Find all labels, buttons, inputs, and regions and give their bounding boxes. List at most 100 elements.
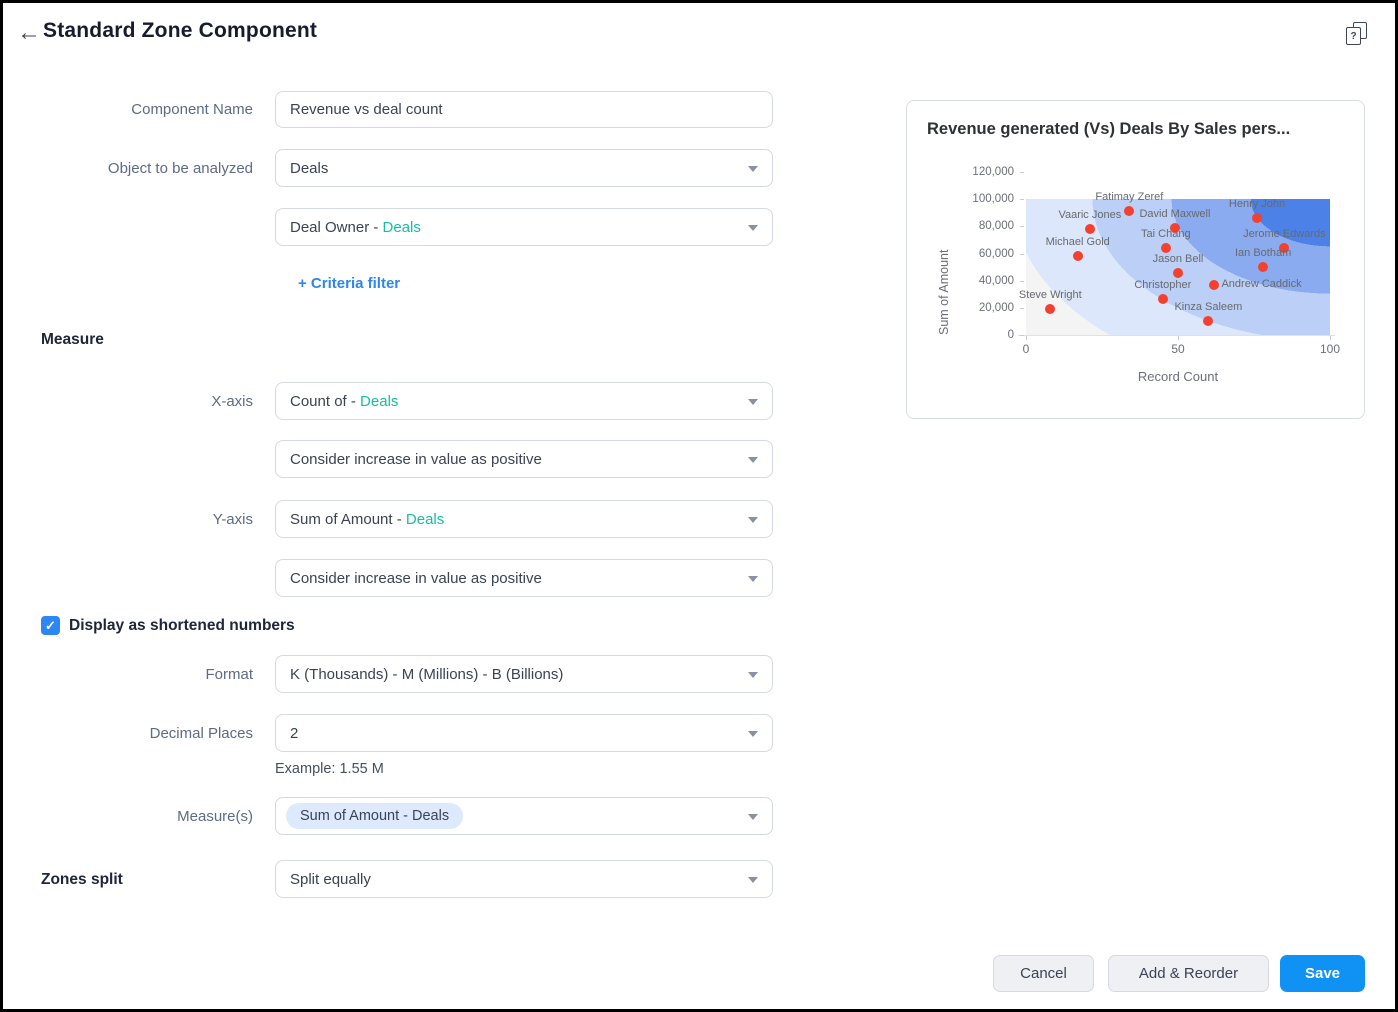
x-axis-direction-value: Consider increase in value as positive xyxy=(290,450,542,468)
scatter-point-label: Jerome Edwards xyxy=(1243,228,1326,241)
x-axis-direction-select[interactable]: Consider increase in value as positive xyxy=(275,440,773,478)
x-axis-measure-select[interactable]: Count of - Deals xyxy=(275,382,773,420)
chevron-down-icon xyxy=(748,814,758,820)
scatter-point[interactable] xyxy=(1169,223,1180,234)
format-select[interactable]: K (Thousands) - M (Millions) - B (Billio… xyxy=(275,655,773,693)
y-axis-direction-value: Consider increase in value as positive xyxy=(290,569,542,587)
help-icon-question-mark: ? xyxy=(1346,27,1361,45)
help-icon[interactable]: ? xyxy=(1346,22,1367,45)
scatter-point[interactable] xyxy=(1252,212,1263,223)
format-label: Format xyxy=(205,665,253,683)
scatter-point-label: Henry John xyxy=(1228,197,1286,210)
zones-split-label: Zones split xyxy=(41,871,123,888)
scatter-point-label: Christopher xyxy=(1134,279,1192,291)
x-axis-tick-mark xyxy=(1026,336,1027,340)
x-axis-tick-mark xyxy=(1178,336,1179,340)
object-select[interactable]: Deals xyxy=(275,149,773,187)
scatter-point-label: David Maxwell xyxy=(1139,208,1211,221)
y-axis-tick-label: 80,000 xyxy=(978,220,1014,233)
save-button[interactable]: Save xyxy=(1280,955,1365,992)
chart-x-axis-line xyxy=(1018,335,1335,336)
measure-section-heading: Measure xyxy=(41,331,104,348)
y-axis-tick-label: 20,000 xyxy=(978,301,1014,314)
scatter-point-label: Vaaric Jones xyxy=(1058,209,1122,222)
scatter-point-label: Fatimay Zeref xyxy=(1095,191,1164,204)
y-axis-measure-field: Sum of Amount - xyxy=(290,510,406,528)
y-axis-measure-select[interactable]: Sum of Amount - Deals xyxy=(275,500,773,538)
add-criteria-filter-link[interactable]: + Criteria filter xyxy=(298,275,401,292)
y-axis-label: Y-axis xyxy=(212,510,253,528)
chart-title: Revenue generated (Vs) Deals By Sales pe… xyxy=(927,120,1291,138)
measure-pill[interactable]: Sum of Amount - Deals xyxy=(286,803,464,829)
x-axis-tick-label: 50 xyxy=(1171,342,1185,356)
scatter-point[interactable] xyxy=(1124,206,1135,217)
decimal-places-select[interactable]: 2 xyxy=(275,714,773,752)
scatter-point[interactable] xyxy=(1072,251,1083,262)
y-axis-tick-mark xyxy=(1020,172,1024,173)
page-title: Standard Zone Component xyxy=(43,19,318,42)
chevron-down-icon xyxy=(748,457,758,463)
component-name-label: Component Name xyxy=(131,101,253,118)
y-axis-tick-mark xyxy=(1020,280,1024,282)
scatter-point[interactable] xyxy=(1160,243,1171,254)
scatter-point-label: Jason Bell xyxy=(1152,253,1204,266)
scatter-point-label: Steve Wright xyxy=(1018,289,1082,302)
decimal-places-label: Decimal Places xyxy=(149,724,253,742)
chevron-down-icon xyxy=(748,225,758,231)
scatter-point[interactable] xyxy=(1258,262,1269,273)
zones-split-select[interactable]: Split equally xyxy=(275,860,773,898)
dimension-select[interactable]: Deal Owner - Deals xyxy=(275,208,773,246)
y-axis-measure-module: Deals xyxy=(405,510,445,528)
y-axis-tick-mark xyxy=(1020,307,1024,309)
scatter-point[interactable] xyxy=(1209,280,1220,291)
object-select-value: Deals xyxy=(290,159,329,177)
scatter-point[interactable] xyxy=(1279,243,1290,254)
component-name-input[interactable] xyxy=(275,91,773,128)
format-example-text: Example: 1.55 M xyxy=(275,761,384,777)
y-axis-tick-mark xyxy=(1020,226,1024,228)
chevron-down-icon xyxy=(748,672,758,678)
scatter-point-label: Andrew Caddick xyxy=(1221,278,1302,291)
y-axis-tick-label: 60,000 xyxy=(978,247,1014,260)
x-axis-tick-label: 100 xyxy=(1319,342,1341,356)
chevron-down-icon xyxy=(748,517,758,523)
shortened-numbers-checkbox-row[interactable]: ✓ Display as shortened numbers xyxy=(41,616,295,635)
chevron-down-icon xyxy=(748,399,758,405)
chevron-down-icon xyxy=(748,877,758,883)
scatter-point[interactable] xyxy=(1045,304,1056,315)
y-axis-direction-select[interactable]: Consider increase in value as positive xyxy=(275,559,773,597)
x-axis-label: X-axis xyxy=(211,392,253,410)
cancel-button[interactable]: Cancel xyxy=(993,955,1094,992)
object-label: Object to be analyzed xyxy=(107,159,253,177)
y-axis-tick-label: 40,000 xyxy=(978,274,1014,287)
y-axis-tick-mark xyxy=(1020,335,1024,336)
zone-background xyxy=(1026,199,1330,335)
chart-x-axis-title: Record Count xyxy=(1137,369,1219,384)
scatter-point[interactable] xyxy=(1173,268,1183,279)
add-reorder-button[interactable]: Add & Reorder xyxy=(1108,955,1269,992)
decimal-places-value: 2 xyxy=(290,724,299,742)
dimension-select-field: Deal Owner - xyxy=(290,218,383,236)
scatter-point[interactable] xyxy=(1203,315,1214,326)
y-axis-tick-label: 100,000 xyxy=(972,193,1014,206)
checkbox-checked-icon[interactable]: ✓ xyxy=(41,616,60,635)
scatter-point[interactable] xyxy=(1157,294,1168,304)
measures-select[interactable]: Sum of Amount - Deals xyxy=(275,797,773,835)
x-axis-tick-mark xyxy=(1330,336,1331,340)
scatter-point-label: Tai Chang xyxy=(1141,228,1191,241)
chevron-down-icon xyxy=(748,576,758,582)
y-axis-tick-label: 120,000 xyxy=(972,166,1014,178)
x-axis-measure-field: Count of - xyxy=(290,392,361,410)
chevron-down-icon xyxy=(748,731,758,737)
scatter-point-label: Michael Gold xyxy=(1045,236,1110,249)
chart-preview-card: Revenue generated (Vs) Deals By Sales pe… xyxy=(906,100,1365,419)
measures-label: Measure(s) xyxy=(177,807,253,825)
shortened-numbers-label: Display as shortened numbers xyxy=(69,616,295,634)
scatter-point-label: Kinza Saleem xyxy=(1174,300,1243,313)
dimension-select-module: Deals xyxy=(382,218,421,236)
back-arrow-icon[interactable]: ← xyxy=(17,19,41,46)
scatter-point[interactable] xyxy=(1084,224,1095,235)
x-axis-tick-label: 0 xyxy=(1022,342,1030,356)
scatter-point-label: Ian Botham xyxy=(1234,247,1292,260)
x-axis-measure-module: Deals xyxy=(360,392,399,410)
